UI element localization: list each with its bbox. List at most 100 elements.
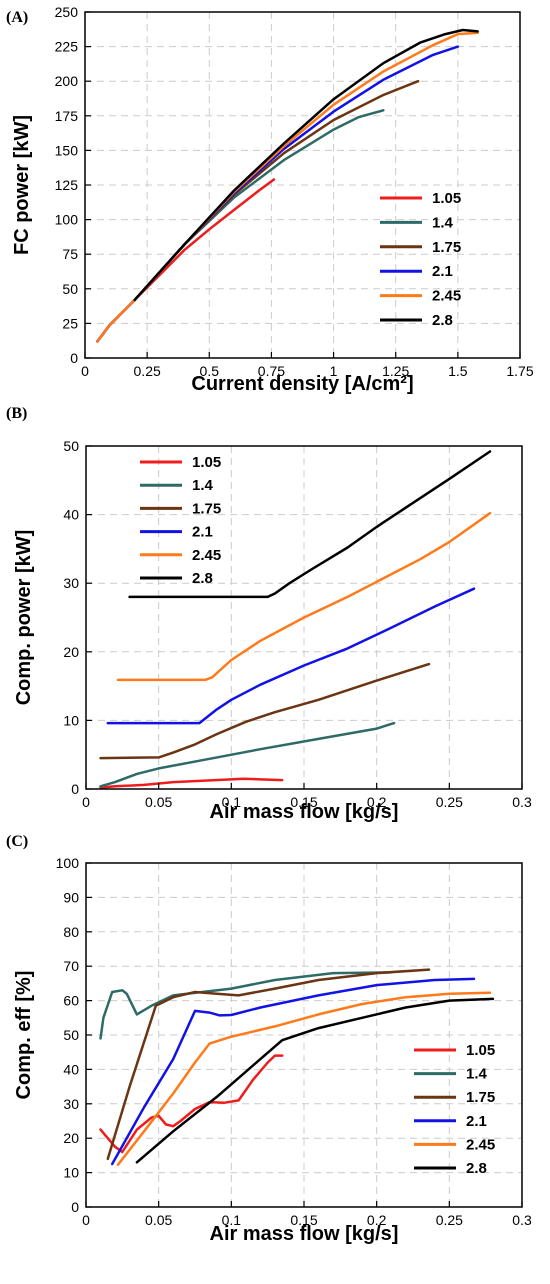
y-tick-label: 80 <box>63 924 79 940</box>
series-line-2_8 <box>128 450 492 599</box>
series-line-1_75 <box>106 968 431 1161</box>
x-tick-label: 0.25 <box>436 1212 463 1228</box>
y-tick-label: 10 <box>63 1165 79 1181</box>
x-tick-label: 0.3 <box>512 1212 532 1228</box>
y-tick-label: 30 <box>63 1096 79 1112</box>
series-line-2_1 <box>110 977 476 1166</box>
y-tick-label: 25 <box>62 315 78 331</box>
series-line-1_4 <box>96 109 385 343</box>
y-tick-label: 250 <box>55 4 79 20</box>
y-tick-label: 100 <box>56 855 80 871</box>
legend-label: 1.4 <box>432 214 454 231</box>
y-tick-label: 225 <box>55 39 79 55</box>
y-tick-label: 0 <box>71 1199 79 1215</box>
x-tick-label: 0.25 <box>436 794 463 810</box>
x-tick-label: 1.25 <box>382 363 409 379</box>
series-line-2_45 <box>96 31 479 343</box>
x-tick-label: 0 <box>81 363 89 379</box>
y-tick-label: 30 <box>63 575 79 591</box>
y-tick-label: 20 <box>63 1130 79 1146</box>
x-tick-label: 0.75 <box>258 363 285 379</box>
x-tick-label: 0.1 <box>222 1212 242 1228</box>
legend-label: 2.1 <box>466 1113 487 1130</box>
series-line-2_1 <box>96 45 460 343</box>
y-tick-label: 50 <box>63 1027 79 1043</box>
x-tick-label: 0.05 <box>145 794 172 810</box>
legend-label: 2.1 <box>432 263 453 280</box>
series-line-1_4 <box>99 971 393 1040</box>
panel-label: (B) <box>6 405 27 422</box>
legend-label: 2.1 <box>192 524 213 541</box>
legend-label: 1.75 <box>432 239 461 256</box>
y-axis-label: FC power [kW] <box>11 115 33 255</box>
series-line-2_1 <box>106 587 476 725</box>
y-tick-label: 40 <box>63 507 79 523</box>
x-tick-label: 0.1 <box>222 794 242 810</box>
y-tick-label: 200 <box>55 73 79 89</box>
legend-label: 2.8 <box>192 570 213 587</box>
x-axis-label: Air mass flow [kg/s] <box>210 1223 399 1245</box>
legend: 1.05 1.4 1.75 2.1 2.45 2.8 <box>380 190 461 329</box>
chart-panel-c: (C) 0 0.05 0.1 0.15 0.2 0.25 0.3 0 10 20 30 40 50 60 70… <box>6 833 532 1245</box>
y-tick-label: 0 <box>70 350 78 366</box>
series-line-1_05 <box>99 777 284 789</box>
y-tick-label: 20 <box>63 644 79 660</box>
series-line-2_45 <box>116 511 492 682</box>
y-tick-label: 70 <box>63 958 79 974</box>
panel-label: (A) <box>6 9 28 26</box>
y-tick-label: 175 <box>55 108 79 124</box>
legend-label: 1.05 <box>432 190 461 207</box>
legend-label: 2.8 <box>466 1160 487 1177</box>
series-line-2_45 <box>116 991 492 1166</box>
x-tick-label: 0.25 <box>134 363 161 379</box>
y-tick-label: 50 <box>63 438 79 454</box>
x-tick-label: 1.5 <box>448 363 468 379</box>
series-line-2_8 <box>133 28 479 302</box>
series-line-1_05 <box>99 1054 284 1154</box>
legend-label: 1.05 <box>466 1042 495 1059</box>
series-line-2_8 <box>135 997 495 1164</box>
legend-label: 1.75 <box>466 1089 495 1106</box>
y-tick-label: 100 <box>55 212 79 228</box>
legend-label: 1.4 <box>466 1066 488 1083</box>
y-axis-label: Comp. eff [%] <box>13 971 35 1100</box>
series-line-1_75 <box>99 662 431 760</box>
x-tick-label: 1 <box>330 363 338 379</box>
legend: 1.05 1.4 1.75 2.1 2.45 2.8 <box>414 1042 495 1177</box>
y-tick-label: 0 <box>71 781 79 797</box>
y-tick-label: 125 <box>55 177 79 193</box>
x-tick-label: 0.3 <box>512 794 532 810</box>
y-tick-label: 50 <box>62 281 78 297</box>
legend-label: 1.4 <box>192 477 214 494</box>
series-line-1_75 <box>96 79 420 343</box>
legend: 1.05 1.4 1.75 2.1 2.45 2.8 <box>140 454 221 587</box>
x-tick-label: 0.05 <box>145 1212 172 1228</box>
x-tick-label: 0 <box>82 1212 90 1228</box>
legend-label: 2.8 <box>432 312 453 329</box>
chart-panel-b: (B) 0 0.05 0.1 0.15 0.2 0.25 0.3 0 10 20 30 40 50 Air … <box>6 405 532 823</box>
legend-label: 1.05 <box>192 454 221 471</box>
x-axis-label: Air mass flow [kg/s] <box>210 801 399 823</box>
panel-label: (C) <box>6 833 28 850</box>
series-line-1_05 <box>96 178 276 343</box>
chart-panel-a: (A) 0 0.25 0.5 0.75 1 1.25 1.5 1.75 0 25 50 75 100 125… <box>6 4 534 395</box>
x-tick-label: 1.75 <box>506 363 533 379</box>
x-tick-label: 0.15 <box>290 794 317 810</box>
y-axis-label: Comp. power [kW] <box>13 530 35 706</box>
legend-label: 1.75 <box>192 500 221 517</box>
legend-label: 2.45 <box>432 288 461 305</box>
y-tick-label: 10 <box>63 712 79 728</box>
x-tick-label: 0.5 <box>200 363 220 379</box>
y-tick-label: 150 <box>55 142 79 158</box>
y-tick-label: 60 <box>63 993 79 1009</box>
x-axis-label: Current density [A/cm²] <box>191 373 413 395</box>
x-tick-label: 0.15 <box>290 1212 317 1228</box>
y-tick-label: 75 <box>62 246 78 262</box>
x-tick-label: 0 <box>82 794 90 810</box>
x-tick-label: 0.2 <box>367 1212 387 1228</box>
series-line-1_4 <box>99 721 396 788</box>
y-tick-label: 90 <box>63 889 79 905</box>
x-tick-label: 0.2 <box>367 794 387 810</box>
y-tick-label: 40 <box>63 1061 79 1077</box>
